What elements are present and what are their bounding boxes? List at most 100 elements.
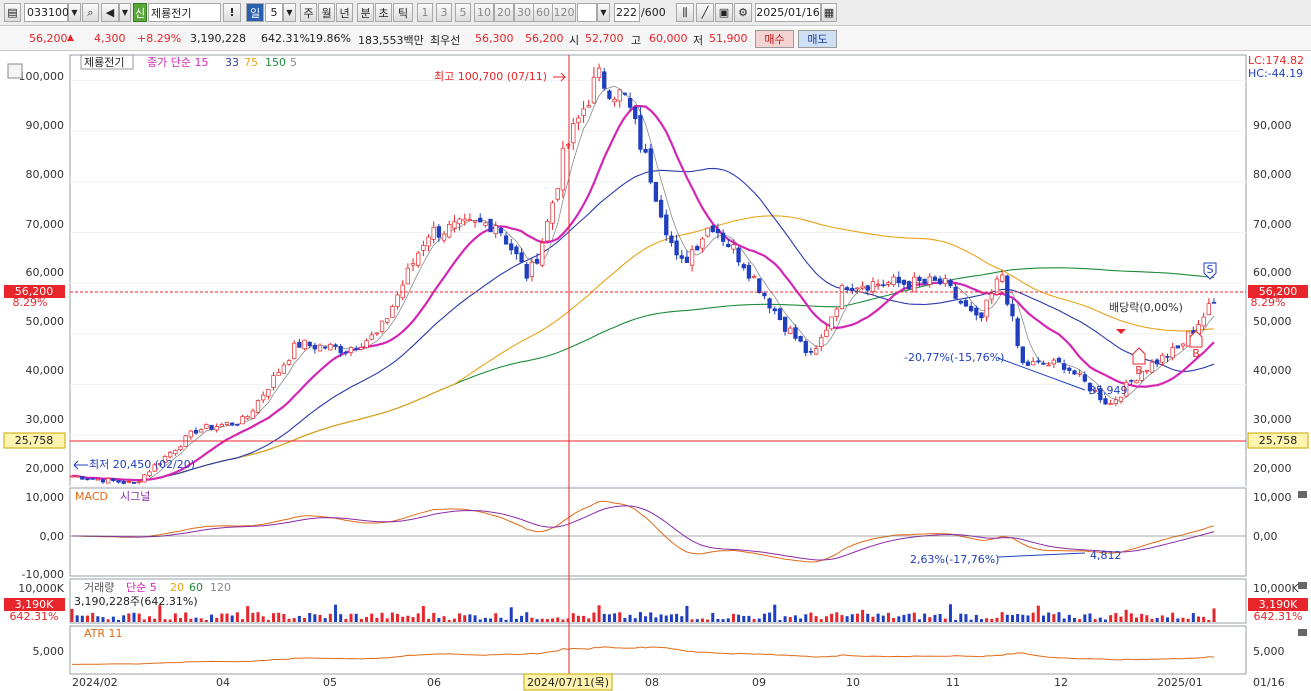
count-input[interactable]: 222 [614, 3, 640, 22]
search-icon[interactable]: ⌕ [82, 3, 99, 22]
chevron-down-icon[interactable]: ▼ [68, 3, 81, 22]
interval-5-button[interactable]: 5 [455, 3, 471, 22]
volume-bar [706, 619, 710, 622]
volume-bar [442, 616, 446, 622]
candle-body [1025, 361, 1031, 366]
volume-bar [478, 619, 482, 622]
candle-body [364, 340, 369, 348]
stock-name-field[interactable]: 제룡전기 [148, 3, 221, 22]
candle-body [126, 481, 131, 483]
candle-body [240, 416, 245, 425]
candle-body [912, 276, 917, 293]
candle-body [932, 276, 938, 281]
candle-body [591, 76, 597, 104]
volume-tag-left [4, 598, 65, 611]
chevron-down-icon[interactable]: ▼ [119, 3, 131, 22]
panel-close-icon[interactable] [1298, 582, 1307, 589]
candle-body [529, 261, 535, 277]
interval-1-button[interactable]: 1 [417, 3, 433, 22]
volume-bar [587, 618, 591, 622]
candle-body [674, 240, 679, 256]
period-weekly-button[interactable]: 주 [300, 3, 317, 22]
volume-bar [974, 614, 978, 622]
legend-ma15: 종가 단순 15 [147, 56, 208, 69]
candle-body [95, 478, 100, 481]
candle-body [1030, 361, 1036, 366]
candle-body [886, 282, 891, 285]
candle-body [173, 449, 178, 454]
candle-body [633, 106, 638, 120]
candle-body [612, 99, 617, 103]
candle-body [602, 71, 607, 89]
macd-trend-line [997, 552, 1086, 558]
period-yearly-button[interactable]: 년 [336, 3, 353, 22]
panel-close-icon[interactable] [1298, 629, 1307, 636]
period-value-field[interactable]: 5 [265, 3, 283, 22]
candle-body [958, 300, 963, 304]
interval-custom-input[interactable] [577, 3, 597, 22]
interval-20-button[interactable]: 20 [494, 3, 514, 22]
candle-body [1113, 399, 1118, 404]
ma15-line [71, 104, 1215, 482]
candle-type-icon[interactable]: ⫼ [676, 3, 694, 22]
candle-body [385, 318, 390, 323]
speaker-icon[interactable]: ◀ [101, 3, 119, 22]
save-icon[interactable]: ▣ [715, 3, 733, 22]
stock-code-input[interactable]: 033100 [24, 3, 69, 22]
volume-bar [328, 613, 332, 622]
candle-body [658, 199, 664, 218]
chart-canvas[interactable]: 100,000 90,000 80,000 70,000 60,000 50,0… [0, 52, 1311, 691]
y-tick: 60,000 [1253, 266, 1292, 279]
volume-bar [1145, 615, 1149, 622]
volume-bar [1202, 616, 1206, 622]
interval-60-button[interactable]: 60 [533, 3, 553, 22]
calendar-icon[interactable]: ▦ [821, 3, 837, 22]
layout-icon[interactable]: ▤ [4, 3, 21, 22]
candle-body [715, 228, 721, 234]
volume-bar [504, 619, 508, 622]
panel-close-icon[interactable] [1298, 491, 1307, 498]
period-second-button[interactable]: 초 [375, 3, 392, 22]
volume-bar [1103, 619, 1107, 622]
sell-button[interactable]: 매도 [798, 30, 837, 48]
gear-icon[interactable]: ⚙ [734, 3, 752, 22]
buy-button[interactable]: 매수 [755, 30, 794, 48]
candle-body [901, 279, 907, 285]
period-monthly-button[interactable]: 월 [318, 3, 335, 22]
volume-bar [297, 615, 301, 622]
low-label: 저 [693, 34, 704, 47]
x-tick: 11 [946, 676, 960, 689]
interval-3-button[interactable]: 3 [436, 3, 452, 22]
candle-body [271, 375, 276, 388]
candle-body [426, 236, 431, 247]
chevron-down-icon[interactable]: ▼ [283, 3, 296, 22]
period-tick-button[interactable]: 틱 [393, 3, 413, 22]
candle-body [767, 298, 772, 309]
interval-10-button[interactable]: 10 [474, 3, 494, 22]
volume-bar [308, 612, 312, 622]
credit-badge: 신 [133, 3, 147, 22]
candle-body [131, 482, 137, 484]
volume-bar [173, 613, 177, 622]
chevron-down-icon[interactable]: ▼ [597, 3, 610, 22]
period-daily-button[interactable]: 일 [246, 3, 264, 22]
period-minute-button[interactable]: 분 [357, 3, 374, 22]
volume-bar [303, 617, 307, 622]
candle-body [581, 108, 586, 116]
panel-menu-icon[interactable] [7, 63, 23, 79]
volume-bar [747, 615, 751, 622]
candle-body [1046, 364, 1051, 367]
volume-bar [954, 619, 958, 622]
volume-bar [1114, 613, 1118, 622]
interval-120-button[interactable]: 120 [552, 3, 576, 22]
date-input[interactable]: 2025/01/16 [755, 3, 821, 22]
price-change: 4,300 [94, 32, 126, 45]
drawing-tool-icon[interactable]: ╱ [696, 3, 714, 22]
candle-body [1201, 316, 1206, 327]
candle-body [953, 286, 958, 299]
candle-body [431, 226, 436, 240]
warning-button[interactable]: ! [223, 3, 241, 22]
volume-bar [628, 614, 632, 622]
interval-30-button[interactable]: 30 [514, 3, 534, 22]
x-tick: 06 [427, 676, 441, 689]
